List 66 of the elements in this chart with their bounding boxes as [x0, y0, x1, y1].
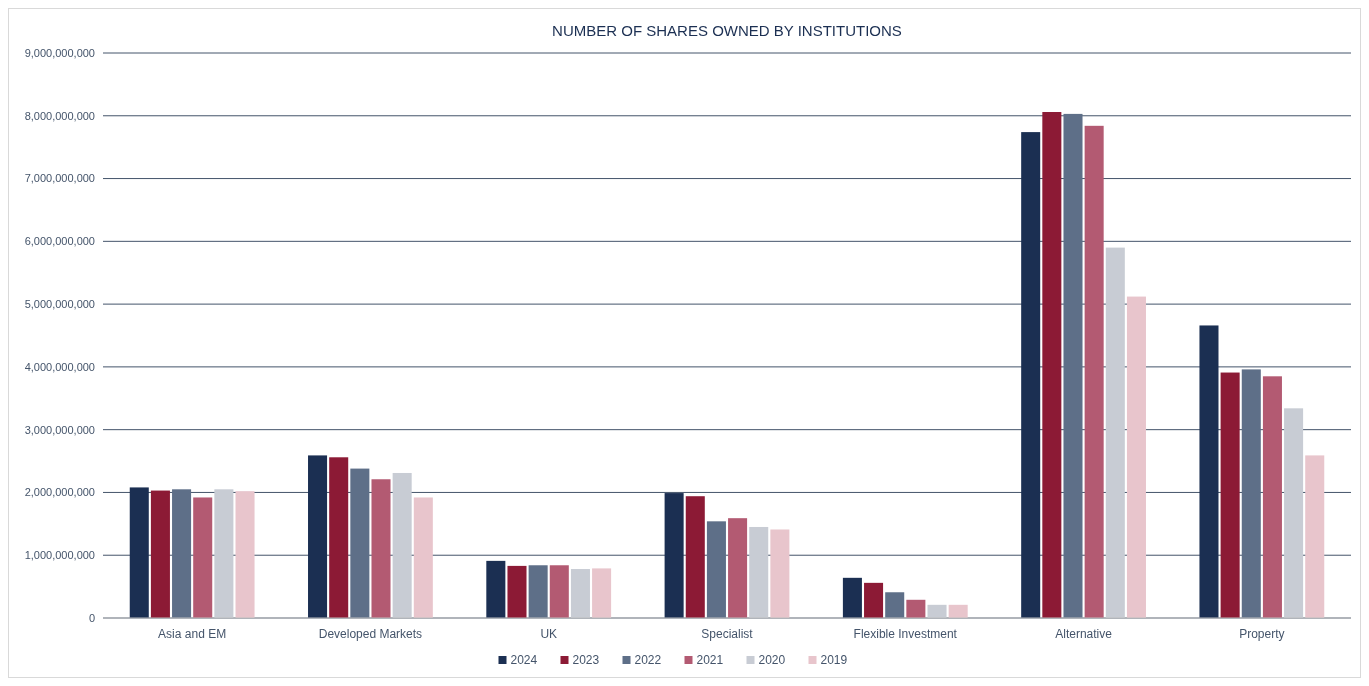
bar: [1305, 455, 1325, 618]
x-tick-label: UK: [540, 627, 558, 641]
bar: [1262, 376, 1282, 618]
bar: [486, 560, 506, 618]
legend-label: 2022: [634, 653, 662, 667]
bar: [308, 455, 328, 618]
y-tick-label: 7,000,000,000: [24, 172, 95, 185]
y-tick-label: 6,000,000,000: [24, 235, 95, 248]
bar: [1021, 132, 1041, 618]
bar: [235, 491, 255, 618]
y-tick-label: 3,000,000,000: [24, 423, 95, 436]
bar: [214, 489, 234, 618]
bar: [350, 468, 370, 618]
bar: [864, 582, 884, 618]
bar: [329, 457, 349, 618]
y-tick-label: 1,000,000,000: [24, 549, 95, 562]
x-tick-label: Asia and EM: [158, 627, 227, 641]
bar: [706, 521, 726, 618]
bar: [549, 565, 569, 618]
x-tick-label: Developed Markets: [318, 627, 423, 641]
bar: [885, 592, 905, 618]
legend-label: 2021: [696, 653, 724, 667]
chart-title: NUMBER OF SHARES OWNED BY INSTITUTIONS: [552, 22, 902, 39]
bar: [728, 518, 748, 618]
bar: [664, 493, 684, 618]
bar: [948, 604, 968, 618]
bar: [927, 604, 947, 618]
bar: [570, 569, 590, 618]
bar: [392, 472, 412, 618]
x-tick-label: Alternative: [1055, 627, 1113, 641]
y-tick-label: 8,000,000,000: [24, 109, 95, 122]
bar: [129, 487, 149, 618]
bar: [842, 577, 862, 618]
bar: [1084, 125, 1104, 618]
bar: [770, 529, 790, 618]
bar: [413, 497, 433, 618]
y-tick-label: 5,000,000,000: [24, 297, 95, 310]
y-tick-label: 2,000,000,000: [24, 486, 95, 499]
bar: [1105, 247, 1125, 618]
bar: [507, 565, 527, 618]
legend-label: 2019: [820, 653, 848, 667]
y-tick-label: 9,000,000,000: [24, 46, 95, 59]
bar: [528, 565, 548, 618]
bar: [685, 496, 705, 618]
bar: [193, 497, 213, 618]
bar: [1063, 113, 1083, 618]
bar: [172, 489, 192, 618]
legend-label: 2023: [572, 653, 600, 667]
bar: [1220, 372, 1240, 618]
bar: [592, 568, 612, 618]
bar: [1126, 296, 1146, 618]
bar: [1284, 408, 1304, 618]
bar: [1241, 369, 1261, 618]
bar: [371, 479, 391, 618]
legend-label: 2020: [758, 653, 786, 667]
bar: [1199, 325, 1219, 618]
legend-label: 2024: [510, 653, 538, 667]
x-tick-label: Flexible Investment: [853, 627, 958, 641]
y-tick-label: 0: [88, 611, 95, 624]
y-tick-label: 4,000,000,000: [24, 360, 95, 373]
x-tick-label: Specialist: [701, 627, 754, 641]
bar: [749, 526, 769, 618]
bar: [906, 599, 926, 618]
bar: [150, 490, 170, 618]
bar: [1042, 112, 1062, 618]
x-tick-label: Property: [1239, 627, 1285, 641]
